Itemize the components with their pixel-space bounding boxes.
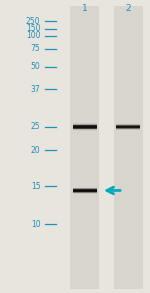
Bar (116, 123, 140, 124)
Bar (73, 127, 97, 128)
Bar (116, 129, 140, 130)
Bar (73, 190, 97, 191)
Bar (73, 129, 97, 130)
Bar (116, 123, 140, 124)
Bar (73, 129, 97, 130)
Bar (73, 124, 97, 125)
Text: 250: 250 (26, 17, 40, 26)
Bar (116, 129, 140, 130)
Bar (73, 126, 97, 127)
Bar (73, 125, 97, 126)
Bar (73, 187, 97, 188)
Bar (73, 193, 97, 194)
Bar (73, 122, 97, 123)
Bar (73, 192, 97, 193)
Bar (116, 130, 140, 131)
Bar (73, 126, 97, 127)
Bar (116, 128, 140, 129)
Text: 1: 1 (82, 4, 88, 13)
Bar (73, 191, 97, 192)
Bar (73, 189, 97, 190)
Bar (73, 123, 97, 124)
Bar (73, 130, 97, 131)
Bar (73, 130, 97, 131)
Bar (116, 127, 140, 128)
Bar (73, 128, 97, 129)
Text: 2: 2 (125, 4, 131, 13)
Bar (116, 125, 140, 126)
Bar (73, 189, 97, 190)
Bar (73, 127, 97, 128)
Bar (73, 193, 97, 194)
Bar (73, 188, 97, 189)
Bar (73, 127, 97, 128)
Bar (73, 128, 97, 129)
Text: 37: 37 (31, 85, 40, 94)
Text: 150: 150 (26, 24, 40, 33)
Bar (116, 129, 140, 130)
Bar (73, 131, 97, 132)
Bar (73, 126, 97, 127)
Bar (73, 130, 97, 131)
Bar (73, 125, 97, 126)
Bar (73, 190, 97, 191)
Bar (73, 187, 97, 188)
Bar (73, 124, 97, 125)
Bar (116, 127, 140, 128)
Bar (73, 123, 97, 124)
Bar (73, 122, 97, 123)
Bar (73, 187, 97, 188)
Text: 15: 15 (31, 182, 40, 190)
Bar (116, 124, 140, 125)
Bar (73, 194, 97, 195)
Bar (73, 125, 97, 126)
Bar (73, 190, 97, 191)
Bar (116, 126, 140, 127)
Bar (73, 128, 97, 129)
Bar (116, 127, 140, 128)
Bar (73, 123, 97, 124)
Text: 100: 100 (26, 31, 40, 40)
Bar (116, 128, 140, 129)
Bar (116, 126, 140, 127)
Bar (116, 125, 140, 126)
Bar (73, 129, 97, 130)
Bar (73, 189, 97, 190)
Text: 20: 20 (31, 146, 40, 155)
Bar (73, 188, 97, 189)
Bar (73, 192, 97, 193)
Text: 75: 75 (31, 45, 40, 53)
Bar (114, 6, 142, 289)
Text: 25: 25 (31, 122, 40, 131)
Bar (116, 123, 140, 124)
Bar (73, 192, 97, 193)
Bar (73, 193, 97, 194)
Bar (116, 125, 140, 126)
Bar (70, 6, 99, 289)
Bar (73, 188, 97, 189)
Bar (73, 124, 97, 125)
Bar (116, 124, 140, 125)
Bar (73, 191, 97, 192)
Bar (116, 124, 140, 125)
Text: 10: 10 (31, 220, 40, 229)
Bar (116, 128, 140, 129)
Bar (73, 191, 97, 192)
Bar (116, 126, 140, 127)
Bar (116, 124, 140, 125)
Text: 50: 50 (31, 62, 40, 71)
